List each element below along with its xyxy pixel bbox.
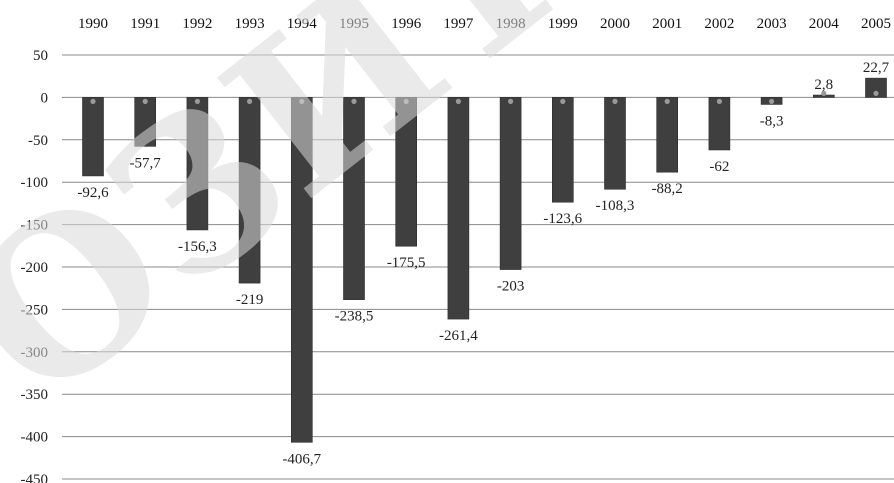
bar (343, 97, 365, 300)
bar-zero-marker (142, 98, 148, 104)
y-tick-label: -100 (21, 175, 49, 191)
y-tick-label: -400 (21, 430, 49, 446)
bar (290, 97, 313, 443)
data-label: -62 (709, 159, 729, 175)
x-tick-label: 1995 (339, 16, 369, 32)
bar-zero-marker (612, 98, 618, 104)
data-label: -219 (236, 292, 264, 308)
y-tick-label: -350 (21, 387, 49, 403)
bar (395, 97, 418, 247)
bar (134, 97, 156, 147)
bar-zero-marker (351, 98, 357, 104)
data-label: -261,4 (439, 328, 478, 344)
x-tick-label: 1999 (548, 16, 578, 32)
y-tick-label: -150 (21, 218, 49, 234)
bar-zero-marker (247, 98, 253, 104)
data-label: -57,7 (130, 155, 162, 171)
x-tick-label: 2002 (704, 16, 734, 32)
x-tick-label: 2001 (652, 16, 682, 32)
bar (708, 97, 731, 151)
bar-zero-marker (403, 98, 409, 104)
x-tick-label: 2003 (757, 16, 787, 32)
bar-zero-marker (716, 98, 723, 104)
data-labels: -92,6 -57,7 -156,3 -219 -406,7 -238,5 -175,5 -2… (77, 60, 889, 467)
y-tick-label: -250 (21, 302, 49, 318)
x-tick-label: 1990 (78, 16, 108, 32)
bar (447, 97, 470, 320)
bar-zero-marker (769, 98, 775, 104)
data-label: -92,6 (77, 185, 109, 201)
data-label: -203 (497, 279, 525, 295)
data-label: -123,6 (543, 211, 582, 227)
bar (499, 97, 522, 270)
data-label: -406,7 (282, 451, 321, 467)
data-label: -175,5 (387, 255, 426, 271)
y-tick-label: 50 (33, 48, 48, 64)
y-axis-tick-labels: 50 0 -50 -100 -150 -200 -250 -300 -350 -400 -450 (21, 48, 49, 483)
data-label: -238,5 (335, 309, 374, 325)
bar (82, 97, 104, 177)
bar-zero-marker (821, 90, 827, 96)
y-tick-label: 0 (41, 90, 49, 106)
bar-zero-marker (90, 98, 96, 104)
data-label: -108,3 (596, 198, 635, 214)
x-tick-label: 1997 (443, 16, 474, 32)
bars (82, 77, 887, 443)
x-tick-label: 2005 (861, 16, 891, 32)
bar (865, 77, 887, 98)
bar-zero-marker (194, 98, 200, 104)
bar-zero-marker (299, 98, 305, 104)
bar (186, 97, 209, 231)
x-axis-tick-labels: 1990 1991 1992 1993 1994 1995 1996 1997 1998 1999… (78, 16, 891, 32)
data-label: -156,3 (178, 239, 217, 255)
data-label: -8,3 (760, 113, 784, 129)
bar (238, 97, 261, 284)
x-tick-label: 1998 (496, 16, 526, 32)
bar (656, 97, 679, 173)
bar (551, 97, 574, 203)
y-tick-label: -450 (21, 472, 49, 483)
data-label: -88,2 (652, 181, 683, 197)
y-tick-label: -200 (21, 260, 49, 276)
x-tick-label: 1996 (391, 16, 422, 32)
x-tick-label: 1991 (130, 16, 160, 32)
bar-zero-marker (664, 98, 670, 104)
data-label: 2,8 (814, 77, 833, 93)
y-tick-label: -300 (21, 345, 49, 361)
x-tick-label: 1993 (235, 16, 265, 32)
bar-zero-marker (455, 98, 461, 104)
bar-zero-marker (873, 90, 879, 96)
x-tick-label: 1992 (182, 16, 212, 32)
data-label: 22,7 (863, 60, 890, 76)
x-tick-label: 1994 (287, 16, 318, 32)
bar-zero-marker (560, 98, 566, 104)
x-tick-label: 2004 (809, 16, 840, 32)
x-tick-label: 2000 (600, 16, 630, 32)
y-tick-label: -50 (28, 133, 48, 149)
bar (604, 97, 626, 190)
bar-zero-marker (508, 98, 514, 104)
